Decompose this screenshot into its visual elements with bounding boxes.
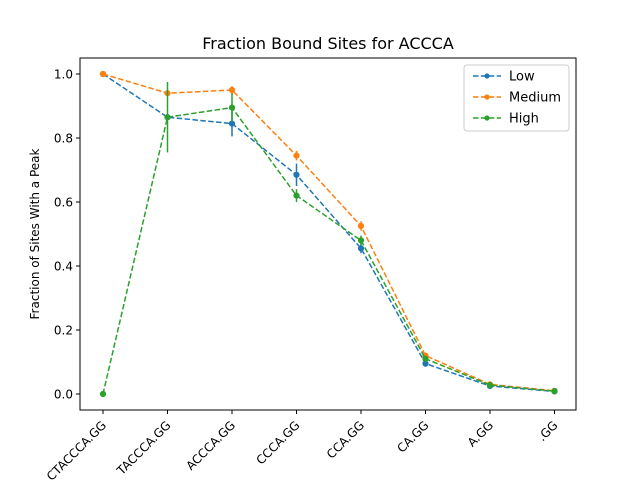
x-tick-label: TACCCA.GG — [114, 418, 174, 478]
y-tick-label: 0.2 — [54, 324, 73, 338]
y-tick-label: 0.0 — [54, 388, 73, 402]
data-point — [293, 192, 300, 199]
data-point — [99, 390, 107, 398]
legend: Low Medium High — [463, 64, 570, 132]
data-point — [486, 381, 494, 389]
x-tick-label: CCA.GG — [324, 418, 367, 461]
legend-marker — [484, 94, 490, 100]
plot-area — [99, 70, 558, 398]
data-point — [551, 388, 558, 395]
legend-label: Low — [509, 70, 535, 85]
data-point — [228, 104, 236, 111]
series-line — [102, 73, 555, 392]
x-tick-label: A.GG — [465, 418, 496, 449]
legend-label: Medium — [509, 91, 561, 106]
series-line — [102, 73, 555, 393]
series-line — [102, 106, 555, 395]
data-point — [164, 114, 171, 121]
data-point — [228, 86, 236, 94]
legend-frame — [463, 64, 570, 132]
y-tick-label: 0.4 — [54, 260, 73, 274]
y-tick-label: 0.6 — [54, 196, 73, 210]
data-point — [357, 237, 365, 244]
x-axis: CTACCCA.GG TACCCA.GG ACCCA.GG CCCA.GG CCA.GG… — [44, 410, 561, 484]
chart-title: Fraction Bound Sites for ACCCA — [202, 34, 454, 53]
data-point — [293, 171, 300, 178]
data-point — [357, 245, 365, 252]
x-tick-label: CCCA.GG — [253, 418, 302, 467]
series-high — [99, 82, 558, 398]
x-tick-label: ACCCA.GG — [183, 418, 238, 473]
data-point — [99, 70, 107, 78]
x-tick-label: CA.GG — [394, 418, 431, 455]
data-point — [357, 222, 365, 230]
data-point — [422, 355, 429, 362]
legend-marker — [484, 73, 490, 79]
legend-marker — [484, 115, 490, 121]
y-tick-label: 1.0 — [54, 68, 73, 82]
x-tick-label: .GG — [535, 418, 561, 444]
y-axis: 0.0 0.2 0.4 0.6 0.8 1.0 — [54, 68, 80, 402]
y-axis-label: Fraction of Sites With a Peak — [28, 148, 42, 319]
x-tick-label: CTACCCA.GG — [44, 418, 109, 480]
plot-frame — [79, 57, 577, 411]
y-tick-label: 0.8 — [54, 132, 73, 146]
legend-label: High — [509, 112, 539, 127]
data-point — [293, 152, 300, 159]
